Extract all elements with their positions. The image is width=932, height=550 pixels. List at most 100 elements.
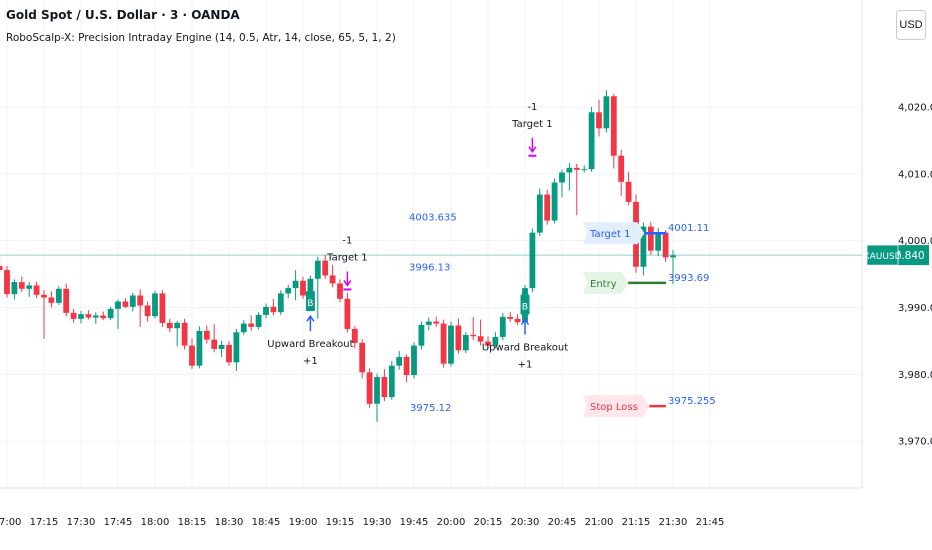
candle-body (573, 167, 580, 170)
breakout-arrow (520, 318, 530, 335)
level-tag (583, 222, 645, 245)
candle-body (566, 167, 573, 173)
candle-body (470, 334, 477, 337)
candle-body (18, 282, 25, 289)
indicator-title[interactable]: RoboScalp-X: Precision Intraday Engine (… (6, 32, 396, 44)
x-tick-label: 17:15 (30, 517, 59, 528)
currency-button[interactable]: USD (896, 10, 926, 40)
x-tick-label: 19:45 (400, 517, 429, 528)
candle-body (107, 308, 114, 319)
candle-body (129, 295, 136, 307)
candle-body (70, 312, 77, 319)
candle-body (277, 293, 284, 313)
target-label: Target 1 (326, 252, 367, 263)
candle-body (514, 318, 521, 323)
candle-body (381, 377, 388, 398)
candle-body (507, 316, 514, 319)
candle-body (41, 294, 47, 298)
candle-body (174, 322, 181, 329)
candle-body (455, 325, 462, 351)
breakout-count: +1 (518, 360, 533, 371)
candle-body (448, 325, 454, 364)
candle-body (581, 169, 588, 171)
x-tick-label: 18:15 (178, 517, 207, 528)
candle-body (425, 321, 432, 325)
candle-body (670, 255, 676, 258)
y-tick-label: 4,000.000 (898, 236, 932, 247)
x-tick-label: 21:45 (696, 517, 725, 528)
candle-body (33, 285, 40, 295)
candle-body (433, 321, 440, 324)
candle-body (640, 226, 647, 267)
candle-body (388, 365, 395, 398)
candle-body (559, 172, 565, 183)
y-tick-label: 3,990.000 (898, 303, 932, 314)
candle-body (4, 270, 10, 295)
level-value-label: 4001.11 (668, 223, 709, 234)
candle-body (662, 232, 669, 258)
x-tick-label: 21:15 (622, 517, 651, 528)
price-text-marker: 3996.13 (409, 263, 450, 274)
candle-body (544, 194, 551, 221)
candle-body (374, 377, 380, 404)
target-arrow (343, 271, 352, 287)
x-tick-label: 17:00 (0, 517, 21, 528)
candle-body (115, 301, 121, 309)
price-text-marker: 4003.635 (409, 212, 457, 223)
level-tag-label: Stop Loss (590, 402, 638, 413)
candle-body (396, 356, 403, 366)
candle-body (551, 182, 558, 221)
x-tick-label: 20:30 (511, 517, 540, 528)
candle-body (462, 334, 469, 351)
candle-body (536, 194, 543, 233)
level-value-label: 3993.69 (668, 273, 709, 284)
breakout-label: Upward Breakout (267, 339, 353, 350)
breakout-label: Upward Breakout (482, 343, 568, 354)
x-tick-label: 18:00 (141, 517, 170, 528)
candle-body (159, 293, 166, 323)
candle-body (11, 282, 18, 295)
candle-body (440, 323, 447, 364)
candle-body (625, 181, 632, 202)
candle-body (92, 315, 99, 318)
level-value-label: 3975.255 (668, 396, 716, 407)
candle-body (233, 332, 240, 363)
x-tick-label: 20:15 (474, 517, 503, 528)
level-tag (583, 271, 629, 294)
candle-body (203, 330, 210, 340)
candle-body (485, 341, 491, 346)
candle-body (477, 336, 484, 342)
candle-body (85, 314, 92, 318)
x-tick-label: 17:45 (104, 517, 133, 528)
candle-body (307, 278, 314, 296)
candle-body (189, 345, 195, 366)
candle-body (100, 315, 107, 319)
candle-body (337, 283, 343, 299)
candle-body (366, 372, 373, 404)
candle-body (255, 314, 262, 327)
candle-body (248, 323, 255, 327)
breakout-count: +1 (303, 356, 318, 367)
candle-body (588, 112, 595, 170)
candle-body (351, 328, 358, 343)
x-tick-label: 19:30 (363, 517, 392, 528)
candle-body (78, 314, 84, 319)
x-tick-label: 21:00 (585, 517, 614, 528)
candle-body (322, 260, 329, 276)
level-tag-label: Entry (590, 279, 617, 290)
x-tick-label: 18:30 (215, 517, 244, 528)
target-count: -1 (342, 235, 352, 246)
x-tick-label: 21:30 (659, 517, 688, 528)
x-tick-label: 17:30 (67, 517, 96, 528)
breakout-arrow (306, 314, 315, 332)
symbol-title: Gold Spot / U.S. Dollar · 3 · OANDA (6, 8, 240, 22)
candle-body (181, 322, 188, 346)
candle-body (529, 232, 536, 289)
candle-body (122, 301, 129, 307)
level-tag (583, 395, 650, 418)
candle-body (610, 96, 617, 156)
breakout-badge (520, 294, 530, 315)
candle-body (647, 226, 654, 251)
candle-body (314, 260, 321, 279)
